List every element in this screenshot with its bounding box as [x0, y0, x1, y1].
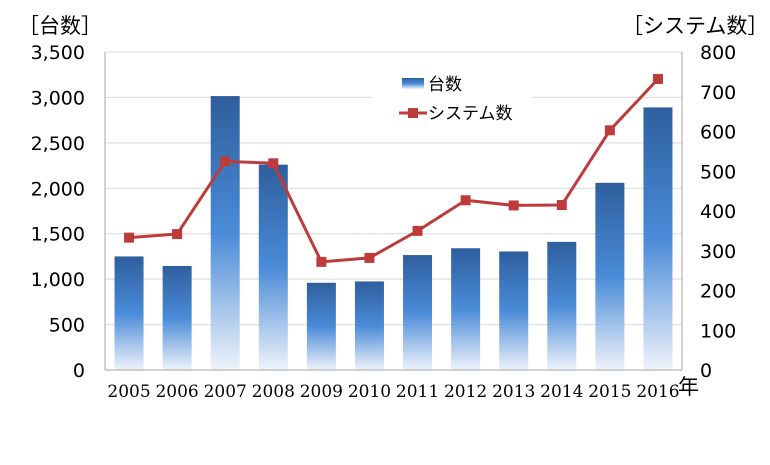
right-tick-label: 0 — [700, 360, 712, 382]
left-tick-label: 3,000 — [31, 87, 85, 109]
x-tick-label: 2015 — [588, 382, 631, 402]
right-tick-label: 100 — [700, 320, 736, 342]
line-point — [124, 232, 135, 243]
line-point — [604, 125, 615, 136]
legend-label-systems: システム数 — [428, 104, 513, 124]
x-axis-unit-label: 年 — [678, 375, 699, 399]
x-tick-label: 2011 — [396, 382, 439, 402]
x-tick-label: 2010 — [348, 382, 391, 402]
right-tick-label: 300 — [700, 241, 736, 263]
legend-box — [372, 68, 532, 128]
bar — [451, 248, 481, 370]
x-tick-label: 2005 — [107, 382, 150, 402]
bar — [547, 241, 577, 370]
line-point — [172, 229, 183, 240]
right-tick-label: 700 — [700, 82, 736, 104]
x-tick-label: 2014 — [540, 382, 583, 402]
bar — [258, 164, 288, 370]
left-tick-label: 0 — [73, 360, 85, 382]
line-point — [364, 252, 375, 263]
bar — [403, 255, 433, 370]
left-tick-label: 1,500 — [31, 224, 85, 246]
legend-bar-swatch — [402, 78, 424, 89]
left-tick-label: 1,000 — [31, 269, 85, 291]
bar — [210, 96, 240, 371]
bar — [595, 182, 625, 370]
axes: 0 500 1,000 1,500 2,000 2,500 3,000 3,500 0 100 20… — [31, 42, 737, 402]
left-axis-unit-label: ［台数］ — [18, 14, 102, 38]
line-point — [556, 200, 567, 211]
bar — [162, 265, 192, 370]
bar-series — [114, 96, 673, 371]
x-tick-label: 2008 — [252, 382, 295, 402]
bar — [114, 256, 144, 370]
line-series — [124, 74, 663, 267]
x-tick-label: 2012 — [444, 382, 487, 402]
line-point — [268, 158, 279, 169]
left-tick-label: 500 — [49, 315, 85, 337]
right-tick-label: 400 — [700, 201, 736, 223]
right-tick-label: 500 — [700, 161, 736, 183]
x-tick-label: 2007 — [204, 382, 247, 402]
right-tick-label: 800 — [700, 42, 736, 64]
right-axis-unit-label: ［システム数］ — [622, 14, 768, 38]
line-point — [220, 156, 231, 167]
bar — [643, 107, 673, 371]
x-tick-label: 2016 — [636, 382, 679, 402]
x-tick-label: 2009 — [300, 382, 343, 402]
line-point — [652, 74, 663, 85]
left-tick-label: 2,500 — [31, 133, 85, 155]
bar — [499, 251, 529, 370]
x-tick-label: 2013 — [492, 382, 535, 402]
axis-labels: ［台数］ ［システム数］ 年 — [18, 14, 768, 399]
left-tick-label: 3,500 — [31, 42, 85, 64]
legend-label-units: 台数 — [428, 75, 462, 95]
bar — [354, 281, 384, 370]
bar — [306, 282, 336, 370]
legend-marker-swatch — [408, 108, 418, 118]
right-tick-label: 200 — [700, 281, 736, 303]
legend: 台数 システム数 — [372, 68, 532, 128]
line-point — [460, 195, 471, 206]
line-point — [316, 256, 327, 267]
right-tick-label: 600 — [700, 122, 736, 144]
x-tick-label: 2006 — [155, 382, 198, 402]
line-point — [508, 200, 519, 211]
line-path — [128, 78, 660, 264]
line-point — [412, 225, 423, 236]
left-tick-label: 2,000 — [31, 178, 85, 200]
